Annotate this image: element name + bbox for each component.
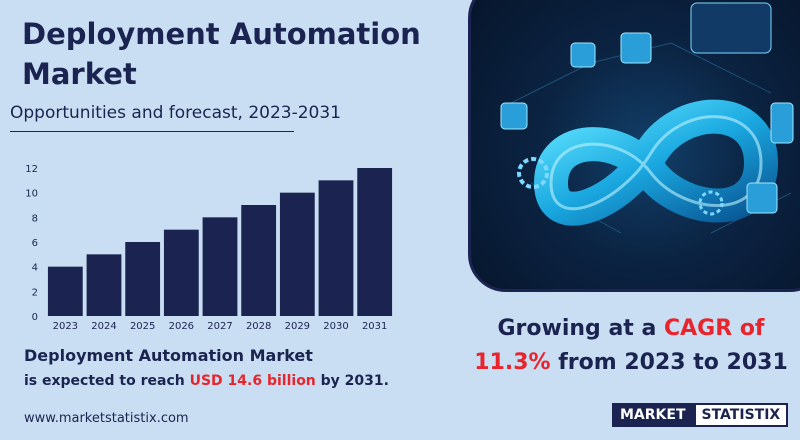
footnote-line2: is expected to reach USD 14.6 billion by… <box>24 373 389 389</box>
x-tick-label: 2030 <box>323 321 348 332</box>
brand-logo: MARKET STATISTIX <box>612 403 789 427</box>
x-tick-label: 2028 <box>246 321 271 332</box>
page-title: Deployment Automation Market <box>22 17 421 91</box>
x-tick-label: 2025 <box>130 321 155 332</box>
bar-2029 <box>279 192 315 316</box>
devops-illustration <box>468 0 800 292</box>
y-tick-label: 4 <box>32 263 38 274</box>
bar-chart: 0 2 4 6 8 10 12 2023 2024 2025 2026 2027 2028 2029 203… <box>25 164 393 332</box>
growth-prefix: Growing at a <box>497 316 657 341</box>
cagr-label: CAGR of <box>663 316 765 341</box>
y-tick-label: 12 <box>25 164 38 175</box>
website-link[interactable]: www.marketstatistix.com <box>24 411 189 426</box>
bar-2023 <box>47 266 83 316</box>
bar-2028 <box>241 205 277 316</box>
y-tick-label: 2 <box>32 287 38 298</box>
logo-word-statistix: STATISTIX <box>693 403 789 427</box>
chart-subtitle: Opportunities and forecast, 2023-2031 <box>10 103 342 123</box>
footnote-suffix: by 2031. <box>320 373 389 389</box>
subtitle-divider <box>10 131 294 132</box>
cagr-value: 11.3% <box>474 350 551 375</box>
bar-2027 <box>202 217 238 316</box>
y-tick-label: 6 <box>32 238 38 249</box>
cagr-statement: Growing at a CAGR of 11.3% from 2023 to … <box>466 312 796 380</box>
logo-word-market: MARKET <box>612 403 694 427</box>
footnote-prefix: is expected to reach <box>24 373 185 389</box>
x-tick-label: 2029 <box>285 321 310 332</box>
infinity-devops-icon <box>500 2 794 234</box>
x-tick-label: 2031 <box>362 321 387 332</box>
x-tick-label: 2023 <box>53 321 78 332</box>
bar-2031 <box>357 168 393 316</box>
y-tick-label: 0 <box>32 312 38 323</box>
bar-2024 <box>86 254 122 316</box>
y-tick-label: 8 <box>32 213 38 224</box>
bar-2025 <box>125 242 161 316</box>
footnote-line1: Deployment Automation Market <box>24 346 313 365</box>
x-tick-label: 2026 <box>169 321 194 332</box>
y-tick-label: 10 <box>25 189 38 200</box>
growth-suffix: from 2023 to 2031 <box>558 350 788 375</box>
x-tick-label: 2024 <box>91 321 116 332</box>
bar-2026 <box>163 229 199 316</box>
bar-2030 <box>318 180 354 316</box>
x-tick-label: 2027 <box>207 321 232 332</box>
market-value: USD 14.6 billion <box>189 373 316 389</box>
